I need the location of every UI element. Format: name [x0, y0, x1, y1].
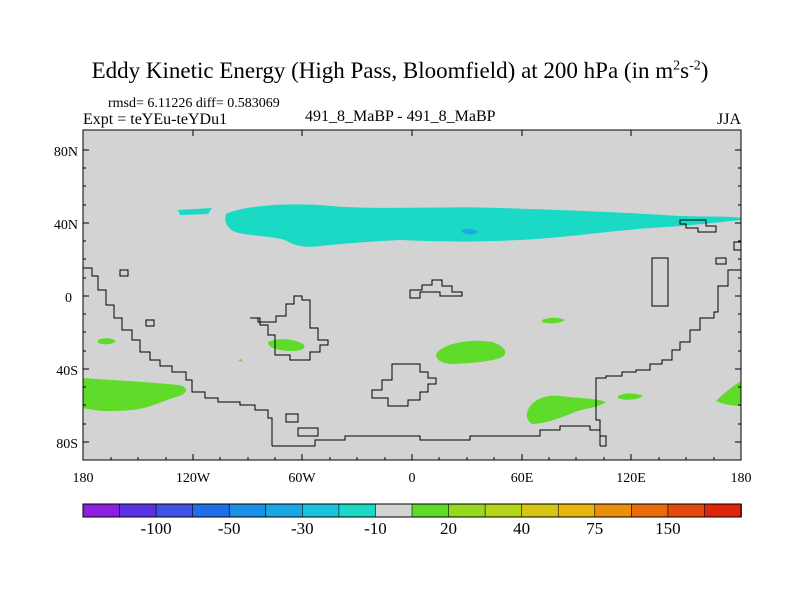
colorbar-cell	[411, 503, 450, 518]
colorbar-cell	[484, 503, 523, 518]
lon-label-0: 0	[409, 471, 416, 486]
colorbar-cell	[521, 503, 560, 518]
plot-title: Eddy Kinetic Energy (High Pass, Bloomfie…	[0, 58, 800, 84]
green-patch-atlantic	[436, 340, 506, 364]
coastlines	[83, 219, 742, 447]
green-patch-southwest	[83, 378, 187, 412]
comparison-label: 491_8_MaBP - 491_8_MaBP	[305, 108, 496, 125]
green-patch-indian	[542, 317, 565, 324]
lat-label-80n: 80N	[54, 145, 78, 160]
colorbar-label: -100	[141, 519, 172, 538]
colorbar-labels: -100 -50 -30 -10 20 40 75 150	[141, 519, 681, 538]
lat-label-80s: 80S	[56, 437, 78, 452]
colorbar-cell	[667, 503, 706, 518]
green-patch-pacific-small	[98, 338, 116, 345]
colorbar-cell	[192, 503, 231, 518]
green-patch-southern-ocean	[526, 395, 606, 424]
lat-label-40n: 40N	[54, 218, 78, 233]
green-patch-east-edge	[716, 381, 741, 406]
colorbar-cell	[704, 503, 742, 518]
colorbar-cell	[594, 503, 633, 518]
colorbar-cell	[155, 503, 194, 518]
colorbar-cell	[375, 503, 413, 518]
title-sup-2: -2	[689, 58, 701, 74]
title-text-mid: s	[680, 58, 690, 83]
colorbar-frame	[82, 503, 742, 518]
cyan-band-north	[225, 204, 741, 247]
stats-label: rmsd= 6.11226 diff= 0.583069	[108, 96, 280, 111]
green-patch-aus-south	[618, 393, 643, 400]
colorbar-cell	[265, 503, 304, 518]
colorbar-label: 150	[655, 519, 681, 538]
cyan-patch-small	[178, 208, 212, 215]
lon-label-120e: 120E	[616, 471, 646, 486]
season-label: JJA	[716, 111, 741, 128]
colorbar-cell	[302, 503, 340, 518]
green-patch-south-america	[268, 339, 305, 352]
colorbar-label: 20	[440, 519, 457, 538]
colorbar	[82, 503, 742, 518]
blue-spot	[462, 228, 478, 235]
colorbar-label: -30	[291, 519, 314, 538]
green-dot	[238, 359, 242, 362]
experiment-label: Expt = teYEu-teYDu1	[83, 111, 228, 128]
lon-label-180w: 180	[73, 471, 94, 486]
lon-label-120w: 120W	[176, 471, 211, 486]
lon-label-60w: 60W	[288, 471, 316, 486]
title-text-end: )	[700, 58, 709, 83]
colorbar-cell	[631, 503, 669, 518]
colorbar-label: -10	[364, 519, 387, 538]
colorbar-cell	[228, 503, 267, 518]
colorbar-cell	[557, 503, 596, 518]
colorbar-label: 75	[586, 519, 603, 538]
title-sup-1: 2	[673, 58, 681, 74]
title-text: Eddy Kinetic Energy (High Pass, Bloomfie…	[91, 58, 674, 83]
map-background	[83, 130, 741, 460]
colorbar-cell	[82, 503, 121, 518]
colorbar-label: 40	[513, 519, 530, 538]
lon-label-60e: 60E	[511, 471, 534, 486]
axis-ticks	[82, 130, 742, 460]
lat-label-0: 0	[65, 291, 72, 306]
lon-label-180e: 180	[731, 471, 752, 486]
colorbar-cell	[448, 503, 486, 518]
lat-label-40s: 40S	[56, 364, 78, 379]
colorbar-cell	[119, 503, 157, 518]
colorbar-cell	[338, 503, 377, 518]
colorbar-label: -50	[218, 519, 241, 538]
